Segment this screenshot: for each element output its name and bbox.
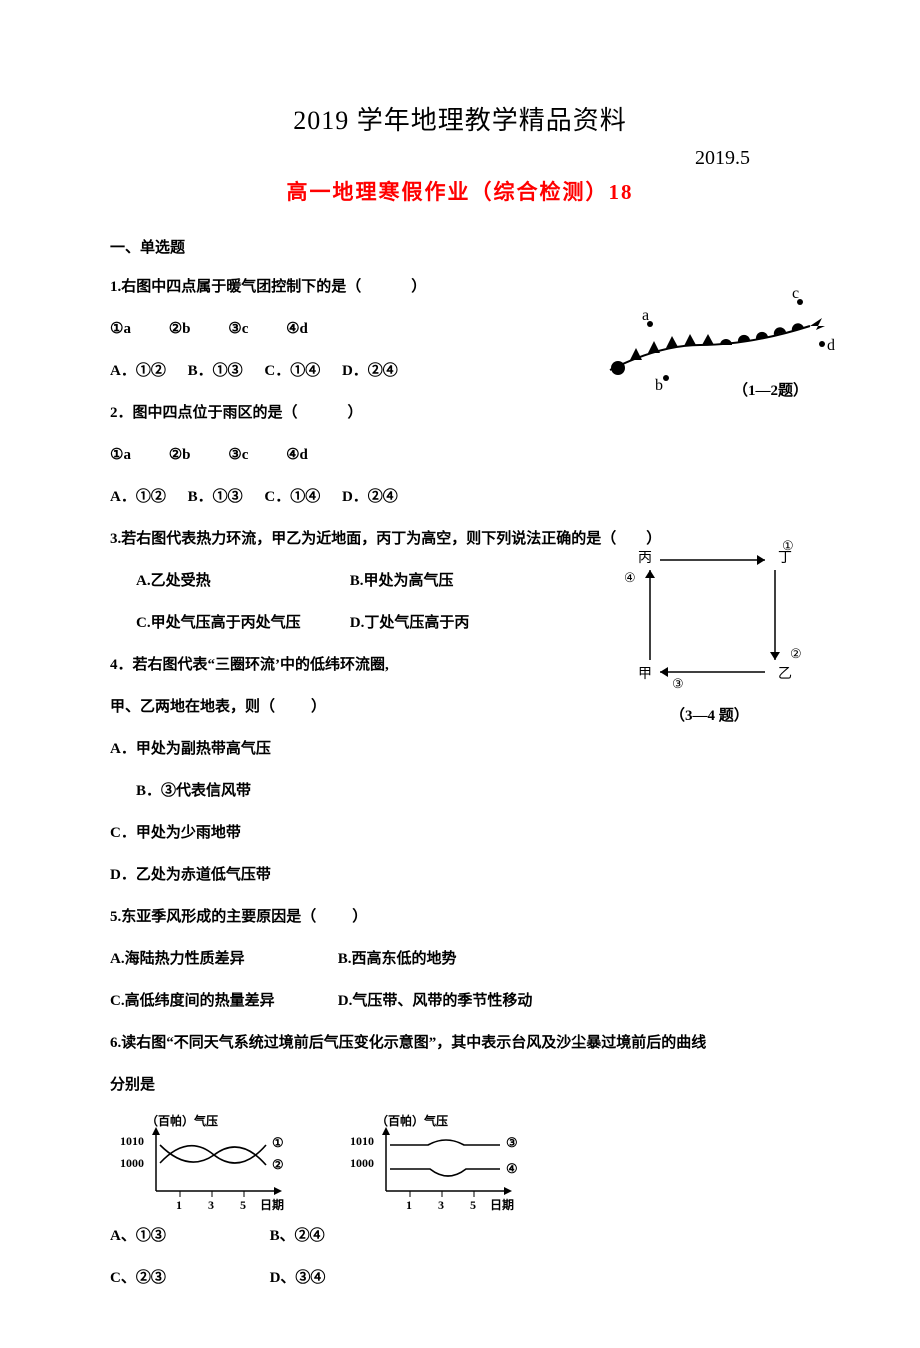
chart-left-xlabel: 日期 xyxy=(260,1197,284,1212)
fig34-n1: ① xyxy=(782,538,794,553)
q1-sub-2: ②b xyxy=(169,317,191,341)
chart-ylabel-left: （百帕）气压 xyxy=(146,1113,218,1128)
q5-opt-b: B.西高东低的地势 xyxy=(338,951,457,967)
q2-stem-tail: ） xyxy=(348,405,363,421)
main-title: 2019 学年地理教学精品资料 xyxy=(110,100,810,137)
chart-right-s4: ④ xyxy=(506,1161,518,1176)
q2-choice-d: D．②④ xyxy=(342,485,398,509)
q2-stem: 2．图中四点位于雨区的是（ ） xyxy=(110,401,810,425)
q6-opt-a: A、①③ xyxy=(110,1224,166,1248)
q6-opt-b: B、②④ xyxy=(270,1224,325,1248)
chart-right-s3: ③ xyxy=(506,1135,518,1150)
q4-opt-c: C．甲处为少雨地带 xyxy=(110,821,810,845)
chart-left-xt1: 1 xyxy=(176,1198,182,1212)
q2-choice-c: C．①④ xyxy=(264,485,320,509)
q1-stem-text: 1.右图中四点属于暖气团控制下的是（ xyxy=(110,279,361,295)
chart-left-yt2: 1000 xyxy=(120,1156,144,1170)
q1-choice-c: C．①④ xyxy=(264,359,320,383)
q5-opt-a: A.海陆热力性质差异 xyxy=(110,947,334,971)
q1-sub-3: ③c xyxy=(228,317,248,341)
q6-opt-c: C、②③ xyxy=(110,1266,166,1290)
q2-subopts: ①a ②b ③c ④d xyxy=(110,443,810,467)
q1-choice-d: D．②④ xyxy=(342,359,398,383)
q6-stem1: 6.读右图“不同天气系统过境前后气压变化示意图”，其中表示台风及沙尘暴过境前后的… xyxy=(110,1031,810,1055)
q3-opt-a: A.乙处受热 xyxy=(136,569,346,593)
q3-opt-d: D.丁处气压高于丙 xyxy=(350,615,470,631)
figure12-caption: （1—2题） xyxy=(733,379,808,400)
chart-right-xt3: 5 xyxy=(470,1198,476,1212)
chart-right: （百帕）气压 1010 1000 1 3 5 日期 ③ ④ xyxy=(340,1115,540,1210)
fig12-pt-c: c xyxy=(792,285,799,302)
q6-opt-d: D、③④ xyxy=(270,1266,326,1290)
q2-stem-text: 2．图中四点位于雨区的是（ xyxy=(110,405,298,421)
q6-row2: C、②③ D、③④ xyxy=(110,1266,810,1290)
q2-sub-1: ①a xyxy=(110,443,131,467)
q1-stem-tail: ） xyxy=(411,279,426,295)
chart-left-xt2: 3 xyxy=(208,1198,214,1212)
chart-left-yt1: 1010 xyxy=(120,1134,144,1148)
q6-stem2: 分别是 xyxy=(110,1073,810,1097)
date-line: 2019.5 xyxy=(110,147,810,170)
chart-right-yt1: 1010 xyxy=(350,1134,374,1148)
q1-sub-1: ①a xyxy=(110,317,131,341)
chart-left-xt3: 5 xyxy=(240,1198,246,1212)
q5-opt-d: D.气压带、风带的季节性移动 xyxy=(338,993,533,1009)
q4-opt-a: A．甲处为副热带高气压 xyxy=(110,737,810,761)
charts-row: （百帕）气压 1010 1000 1 3 5 日期 xyxy=(110,1115,810,1210)
q5-row1: A.海陆热力性质差异 B.西高东低的地势 xyxy=(110,947,810,971)
q1-choice-a: A．①② xyxy=(110,359,166,383)
q4-stem2-text: 甲、乙两地在地表，则（ xyxy=(110,699,275,715)
chart-right-xt2: 3 xyxy=(438,1198,444,1212)
q2-sub-2: ②b xyxy=(169,443,191,467)
figure34-caption: （3—4 题） xyxy=(670,704,749,725)
chart-left: （百帕）气压 1010 1000 1 3 5 日期 xyxy=(110,1115,310,1210)
chart-left-s1: ① xyxy=(272,1135,284,1150)
chart-right-xlabel: 日期 xyxy=(490,1197,514,1212)
sub-title: 高一地理寒假作业（综合检测）18 xyxy=(110,176,810,206)
fig12-pt-d: d xyxy=(827,337,835,354)
q2-choices: A．①② B．①③ C．①④ D．②④ xyxy=(110,485,810,509)
fig34-jia: 甲 xyxy=(638,667,652,682)
q4-stem2-tail: ） xyxy=(311,699,326,715)
q4-opt-b: B．③代表信风带 xyxy=(110,779,810,803)
figure-1-2: a b c d （1—2题） xyxy=(600,290,830,400)
q1-sub-4: ④d xyxy=(286,317,308,341)
fig34-bing: 丙 xyxy=(638,551,652,566)
chart-right-yt2: 1000 xyxy=(350,1156,374,1170)
fig34-n3: ③ xyxy=(672,676,684,691)
figure-3-4: 丙 丁 甲 乙 ① ② ③ ④ （3—4 题） xyxy=(620,540,820,720)
q4-opt-d: D．乙处为赤道低气压带 xyxy=(110,863,810,887)
fig12-pt-b: b xyxy=(655,377,663,394)
q6-row1: A、①③ B、②④ xyxy=(110,1224,810,1248)
q5-stem: 5.东亚季风形成的主要原因是（ ） xyxy=(110,905,810,929)
chart-ylabel-right: （百帕）气压 xyxy=(376,1113,448,1128)
q3-stem-text: 3.若右图代表热力环流，甲乙为近地面，丙丁为高空，则下列说法正确的是（ xyxy=(110,531,616,547)
fig34-ding: 丁 xyxy=(778,551,792,566)
q5-stem-tail: ） xyxy=(352,909,367,925)
fig34-n4: ④ xyxy=(624,570,636,585)
chart-right-xt1: 1 xyxy=(406,1198,412,1212)
chart-left-s2: ② xyxy=(272,1157,284,1172)
q2-sub-3: ③c xyxy=(228,443,248,467)
fig34-yi: 乙 xyxy=(778,666,792,682)
q2-choice-a: A．①② xyxy=(110,485,166,509)
q3-opt-c: C.甲处气压高于丙处气压 xyxy=(136,611,346,635)
fig12-pt-a: a xyxy=(642,307,649,324)
q2-sub-4: ④d xyxy=(286,443,308,467)
q3-opt-b: B.甲处为高气压 xyxy=(350,573,454,589)
q5-opt-c: C.高低纬度间的热量差异 xyxy=(110,989,334,1013)
q1-choice-b: B．①③ xyxy=(188,359,243,383)
q5-row2: C.高低纬度间的热量差异 D.气压带、风带的季节性移动 xyxy=(110,989,810,1013)
fig34-n2: ② xyxy=(790,646,802,661)
q2-choice-b: B．①③ xyxy=(188,485,243,509)
section-heading: 一、单选题 xyxy=(110,236,810,257)
q5-stem-text: 5.东亚季风形成的主要原因是（ xyxy=(110,909,316,925)
